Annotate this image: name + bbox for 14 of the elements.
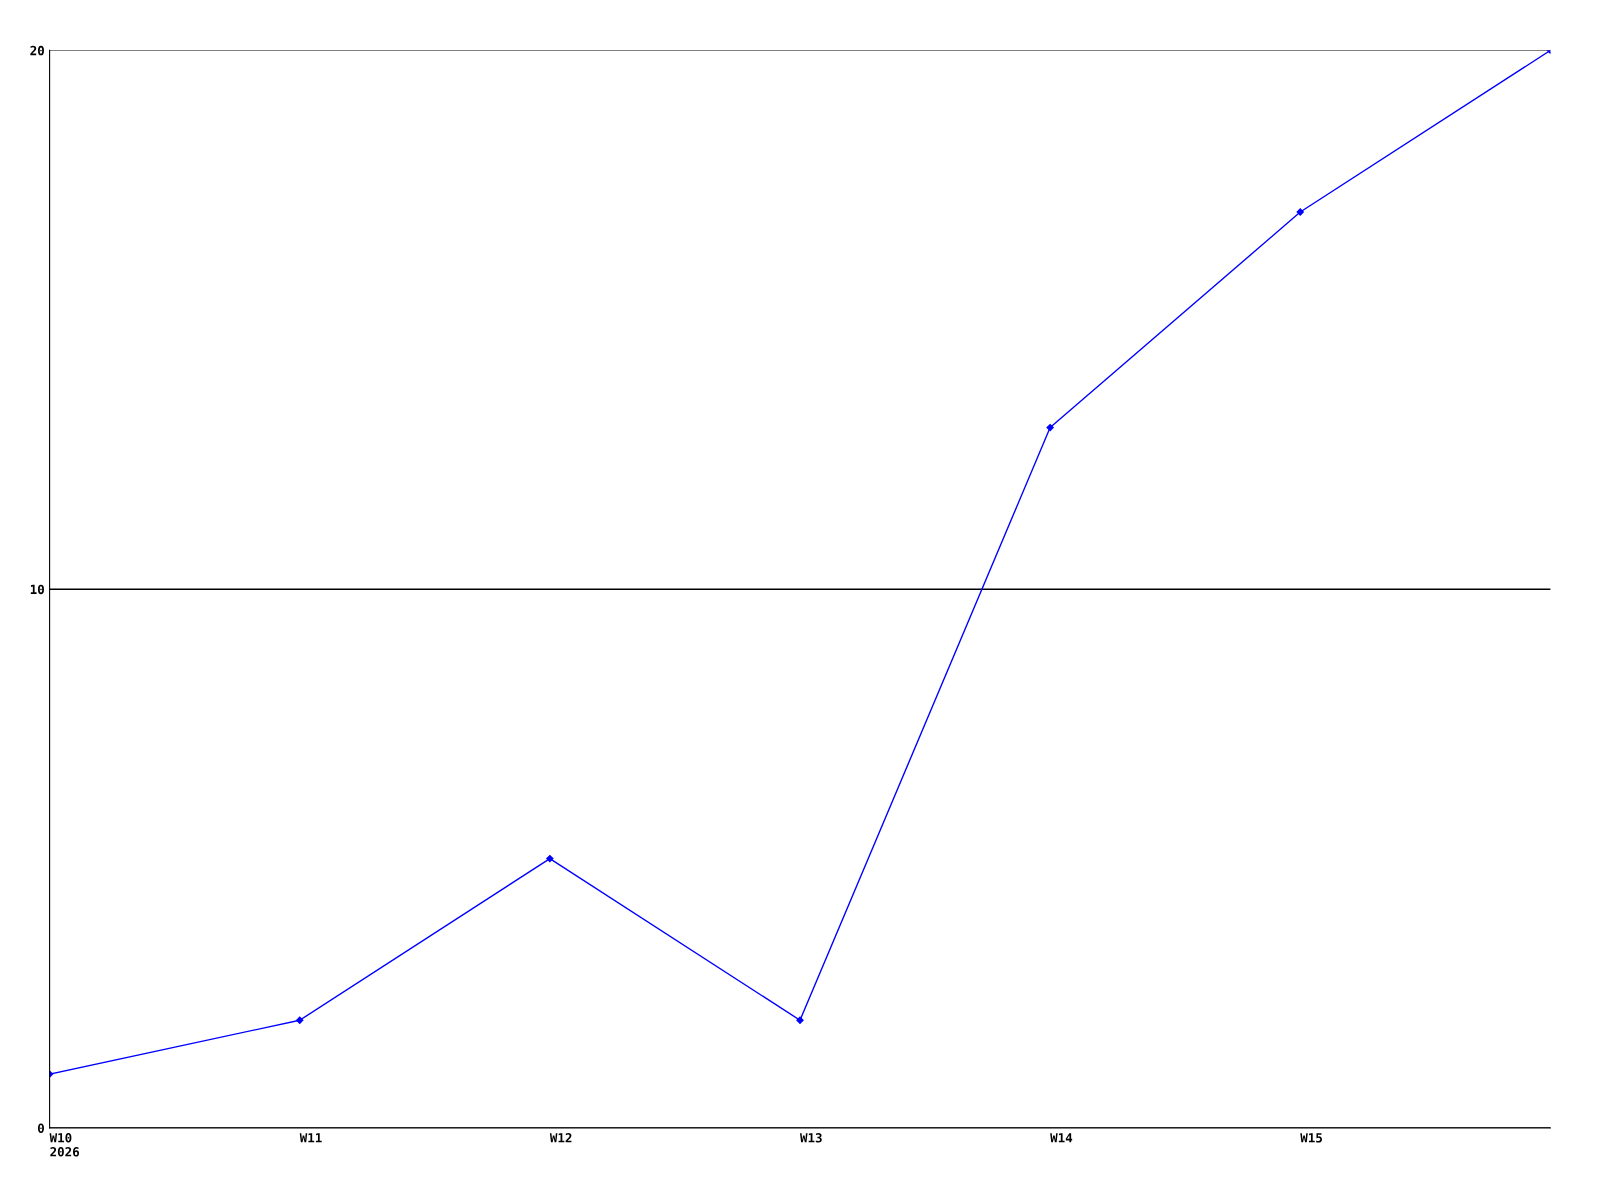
x-tick-label: W10 2026 bbox=[49, 1133, 80, 1157]
x-tick-label: W15 bbox=[1300, 1133, 1322, 1143]
point bbox=[546, 854, 554, 863]
x-tick-label: W14 bbox=[1050, 1133, 1073, 1143]
y-tick-label: 0 bbox=[37, 1123, 44, 1133]
x-tick-label: W11 bbox=[299, 1133, 322, 1143]
point bbox=[796, 1016, 804, 1024]
x-tick-label: W12 bbox=[549, 1133, 572, 1143]
y-tick-label: 10 bbox=[30, 584, 44, 595]
y-tick-label: 20 bbox=[30, 45, 44, 56]
x-tick-label: W13 bbox=[800, 1133, 822, 1143]
point bbox=[296, 1016, 304, 1024]
point bbox=[1046, 423, 1054, 432]
point bbox=[1296, 208, 1304, 216]
